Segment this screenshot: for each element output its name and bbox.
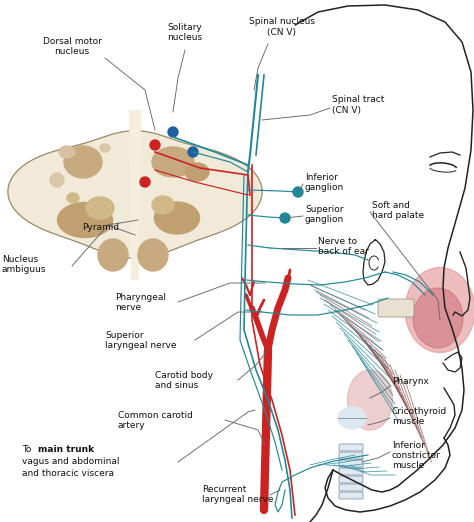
Circle shape (293, 187, 303, 197)
Text: back of ear: back of ear (318, 247, 369, 256)
Ellipse shape (155, 202, 200, 234)
Text: laryngeal nerve: laryngeal nerve (202, 495, 273, 504)
Ellipse shape (152, 196, 174, 214)
Text: Inferior: Inferior (305, 173, 338, 183)
Ellipse shape (152, 147, 194, 177)
Circle shape (280, 213, 290, 223)
Text: ganglion: ganglion (305, 184, 344, 193)
Text: hard palate: hard palate (372, 210, 424, 219)
Text: laryngeal nerve: laryngeal nerve (105, 340, 176, 350)
FancyBboxPatch shape (378, 299, 414, 317)
Text: Soft and: Soft and (372, 200, 410, 209)
Text: constrictor: constrictor (392, 450, 441, 459)
Text: Solitary: Solitary (168, 23, 202, 32)
Text: Spinal tract: Spinal tract (332, 96, 384, 104)
Text: Superior: Superior (305, 206, 344, 215)
Text: Cricothyroid: Cricothyroid (392, 408, 447, 417)
Text: vagus and abdominal: vagus and abdominal (22, 457, 119, 467)
FancyBboxPatch shape (339, 444, 363, 451)
Text: (CN V): (CN V) (267, 28, 297, 37)
Text: Recurrent: Recurrent (202, 485, 246, 494)
Ellipse shape (50, 173, 64, 187)
Text: ganglion: ganglion (305, 216, 344, 224)
FancyBboxPatch shape (339, 492, 363, 499)
Ellipse shape (413, 288, 463, 348)
Text: (CN V): (CN V) (332, 105, 361, 114)
Ellipse shape (57, 203, 112, 238)
Text: Nerve to: Nerve to (318, 238, 357, 246)
Text: muscle: muscle (392, 418, 424, 426)
Polygon shape (129, 110, 141, 280)
Circle shape (168, 127, 178, 137)
Text: and thoracic viscera: and thoracic viscera (22, 469, 114, 479)
Text: Carotid body: Carotid body (155, 371, 213, 379)
Circle shape (150, 140, 160, 150)
Ellipse shape (185, 163, 209, 181)
FancyBboxPatch shape (339, 484, 363, 491)
Text: artery: artery (118, 421, 146, 430)
FancyBboxPatch shape (339, 476, 363, 483)
Text: Pyramid: Pyramid (82, 223, 119, 232)
Polygon shape (8, 130, 262, 258)
Ellipse shape (67, 193, 79, 203)
Text: Common carotid: Common carotid (118, 410, 193, 420)
Ellipse shape (138, 239, 168, 271)
Ellipse shape (405, 267, 474, 352)
Text: nucleus: nucleus (167, 33, 202, 42)
Ellipse shape (59, 146, 75, 158)
Text: Pharynx: Pharynx (392, 377, 429, 386)
Text: Spinal nucleus: Spinal nucleus (249, 18, 315, 27)
FancyBboxPatch shape (339, 460, 363, 467)
FancyBboxPatch shape (339, 452, 363, 459)
Text: main trunk: main trunk (38, 445, 94, 455)
Text: Nucleus: Nucleus (2, 255, 38, 265)
Text: nerve: nerve (115, 303, 141, 313)
Ellipse shape (64, 146, 102, 178)
Ellipse shape (86, 197, 114, 219)
Text: muscle: muscle (392, 460, 424, 469)
Text: Pharyngeal: Pharyngeal (115, 293, 166, 303)
Ellipse shape (100, 144, 110, 152)
Circle shape (188, 147, 198, 157)
Text: Inferior: Inferior (392, 441, 425, 449)
Text: nucleus: nucleus (55, 48, 90, 56)
Circle shape (140, 177, 150, 187)
Text: ambiguus: ambiguus (2, 266, 46, 275)
Text: Dorsal motor: Dorsal motor (43, 38, 101, 46)
Text: Superior: Superior (105, 330, 144, 339)
Ellipse shape (338, 407, 366, 429)
Ellipse shape (347, 370, 392, 430)
Text: and sinus: and sinus (155, 381, 198, 389)
Text: To: To (22, 445, 34, 455)
FancyBboxPatch shape (339, 468, 363, 475)
Ellipse shape (98, 239, 128, 271)
